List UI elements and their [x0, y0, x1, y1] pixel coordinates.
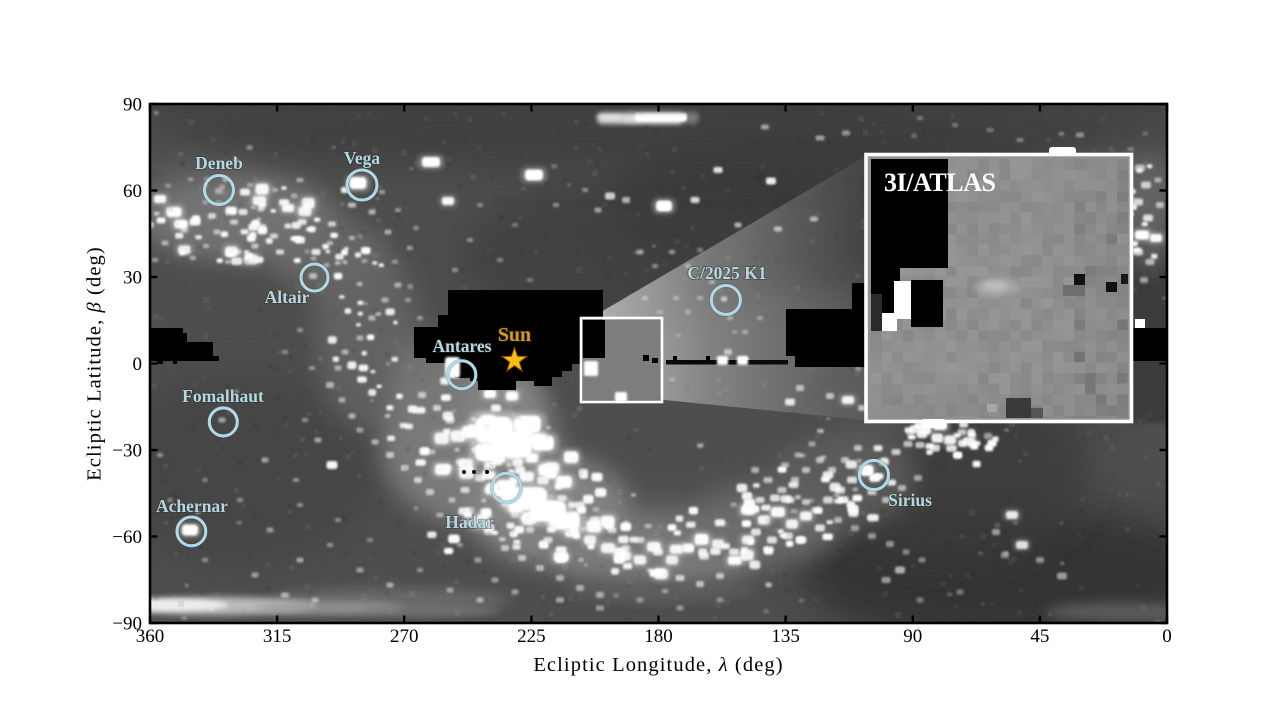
- svg-text:225: 225: [517, 626, 546, 647]
- svg-text:Achernar: Achernar: [156, 496, 228, 516]
- svg-text:Ecliptic Latitude, β (deg): Ecliptic Latitude, β (deg): [84, 246, 106, 481]
- svg-text:Antares: Antares: [433, 336, 492, 356]
- svg-text:0: 0: [133, 354, 143, 375]
- svg-text:90: 90: [903, 626, 922, 647]
- svg-text:360: 360: [136, 626, 165, 647]
- svg-text:0: 0: [1162, 626, 1172, 647]
- svg-text:90: 90: [123, 95, 142, 116]
- svg-text:270: 270: [390, 626, 419, 647]
- svg-text:−90: −90: [112, 614, 142, 635]
- svg-text:Altair: Altair: [265, 287, 310, 307]
- svg-text:−30: −30: [112, 441, 142, 462]
- svg-text:Sun: Sun: [498, 324, 531, 346]
- svg-text:Deneb: Deneb: [195, 153, 243, 173]
- svg-text:Ecliptic Longitude, λ (deg): Ecliptic Longitude, λ (deg): [533, 654, 783, 676]
- svg-text:60: 60: [123, 181, 142, 202]
- svg-text:C/2025 K1: C/2025 K1: [687, 263, 766, 283]
- svg-text:315: 315: [263, 626, 292, 647]
- svg-text:30: 30: [123, 268, 142, 289]
- svg-text:Fomalhaut: Fomalhaut: [182, 386, 264, 406]
- svg-text:45: 45: [1030, 626, 1049, 647]
- svg-text:180: 180: [644, 626, 673, 647]
- svg-text:Sirius: Sirius: [888, 490, 932, 510]
- svg-text:135: 135: [771, 626, 800, 647]
- svg-text:3I/ATLAS: 3I/ATLAS: [884, 168, 996, 197]
- svg-text:Vega: Vega: [344, 148, 381, 168]
- svg-text:−60: −60: [112, 527, 142, 548]
- svg-text:Hadar: Hadar: [445, 512, 494, 532]
